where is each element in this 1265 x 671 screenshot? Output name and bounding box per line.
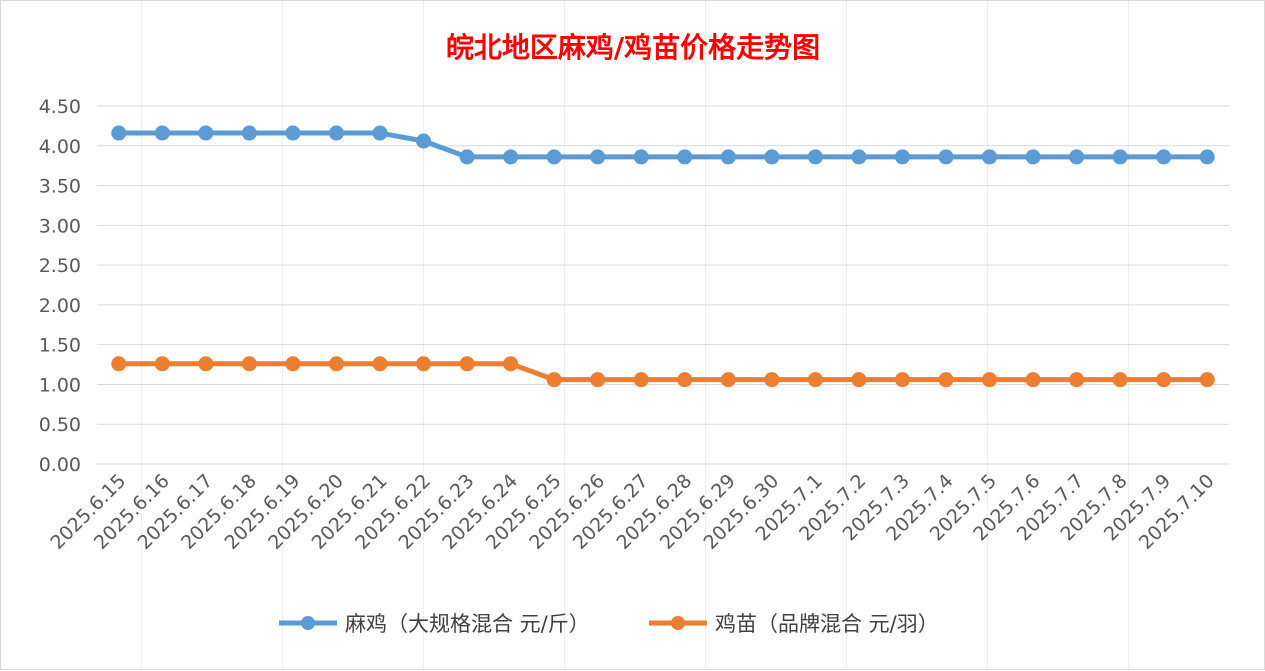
data-point [720,149,736,165]
data-point [503,356,519,372]
data-point [198,125,214,141]
data-point [1156,149,1172,165]
data-point [154,356,170,372]
data-point [807,372,823,388]
y-tick-label: 3.50 [39,176,81,198]
data-point [590,372,606,388]
data-point [241,356,257,372]
data-point [1112,149,1128,165]
data-point [894,149,910,165]
data-point [328,125,344,141]
data-point [982,372,998,388]
data-point [285,356,301,372]
data-point [807,149,823,165]
legend: 麻鸡（大规格混合 元/斤） 鸡苗（品牌混合 元/羽） [279,612,939,636]
data-point [938,149,954,165]
data-point [111,125,127,141]
data-point [416,356,432,372]
data-point [1156,372,1172,388]
x-axis-ticks: 2025.6.152025.6.162025.6.172025.6.182025… [46,470,1218,554]
data-point [1199,372,1215,388]
legend-item: 麻鸡（大规格混合 元/斤） [279,612,590,636]
data-point [1069,149,1085,165]
series-line [116,130,1210,160]
data-point [938,372,954,388]
data-point [677,149,693,165]
data-point [459,356,475,372]
y-tick-label: 2.50 [39,255,81,277]
data-point [372,125,388,141]
data-point [720,372,736,388]
data-point [894,372,910,388]
series-1 [111,125,1215,165]
data-point [1025,149,1041,165]
y-tick-label: 4.00 [39,136,81,158]
series-2 [111,356,1215,388]
data-point [546,372,562,388]
data-point [677,372,693,388]
legend-label: 麻鸡（大规格混合 元/斤） [345,612,590,636]
legend-item: 鸡苗（品牌混合 元/羽） [649,612,939,636]
data-point [851,149,867,165]
data-point [590,149,606,165]
legend-label: 鸡苗（品牌混合 元/羽） [715,612,939,636]
data-point [1199,149,1215,165]
data-point [764,149,780,165]
data-point [851,372,867,388]
y-tick-label: 4.50 [39,96,81,118]
y-tick-label: 0.50 [39,414,81,436]
data-point [198,356,214,372]
data-point [111,356,127,372]
data-point [1069,372,1085,388]
data-point [633,149,649,165]
data-point [416,133,432,149]
gridlines [97,105,1229,465]
data-point [154,125,170,141]
y-tick-label: 1.00 [39,374,81,396]
data-point [546,149,562,165]
legend-marker [671,616,685,630]
data-point [285,125,301,141]
data-point [459,149,475,165]
series-line [116,361,1210,383]
legend-marker [301,616,315,630]
data-point [982,149,998,165]
data-point [503,149,519,165]
data-point [633,372,649,388]
data-point [372,356,388,372]
chart-title: 皖北地区麻鸡/鸡苗价格走势图 [446,31,820,64]
data-point [1112,372,1128,388]
data-point [328,356,344,372]
data-point [1025,372,1041,388]
y-tick-label: 3.00 [39,215,81,237]
y-axis-ticks: 0.00 0.50 1.00 1.50 2.00 2.50 3.00 3.50 4.00 4.50 [39,96,81,476]
y-tick-label: 1.50 [39,335,81,357]
y-tick-label: 0.00 [39,454,81,476]
data-point [241,125,257,141]
data-point [764,372,780,388]
y-tick-label: 2.00 [39,295,81,317]
series-group [111,125,1215,388]
